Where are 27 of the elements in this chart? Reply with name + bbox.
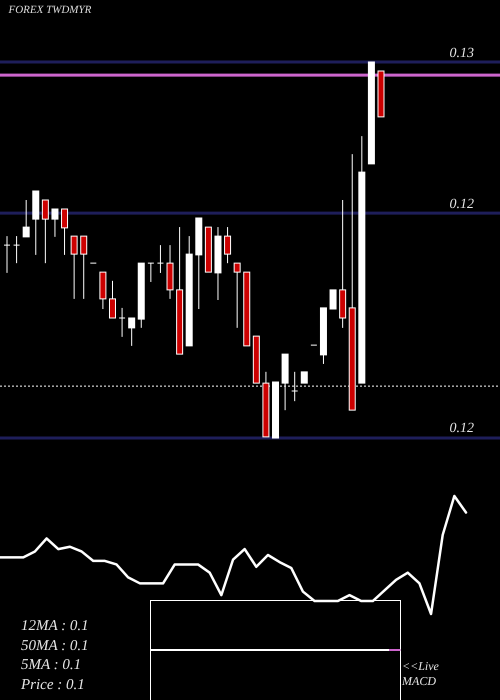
text: 12MA : 0.1 xyxy=(21,618,89,634)
text: Price : 0.1 xyxy=(20,677,85,693)
candlestick xyxy=(42,199,49,264)
text: <<Live xyxy=(402,659,440,673)
candlestick xyxy=(234,262,241,328)
candlestick xyxy=(13,236,20,264)
candlestick xyxy=(224,226,232,264)
text: 0.12 xyxy=(450,197,474,212)
candlestick xyxy=(61,208,68,256)
text: 5MA : 0.1 xyxy=(21,657,82,673)
candlestick xyxy=(70,236,78,300)
candlestick xyxy=(147,262,154,282)
candlestick xyxy=(108,280,116,319)
text: 50MA : 0.1 xyxy=(21,638,89,654)
candlestick xyxy=(156,244,164,274)
text: 0.13 xyxy=(450,46,474,61)
candlestick xyxy=(118,307,126,338)
candlestick xyxy=(330,289,337,310)
chart-title: FOREX TWDMYR xyxy=(8,4,92,16)
candlestick xyxy=(22,199,30,238)
candlestick xyxy=(300,371,308,384)
candlestick xyxy=(4,236,10,274)
candlestick xyxy=(80,236,88,300)
text: 0.12 xyxy=(450,421,474,436)
text: MACD xyxy=(401,674,436,688)
candlestick xyxy=(51,208,58,238)
candlestick xyxy=(128,318,136,346)
